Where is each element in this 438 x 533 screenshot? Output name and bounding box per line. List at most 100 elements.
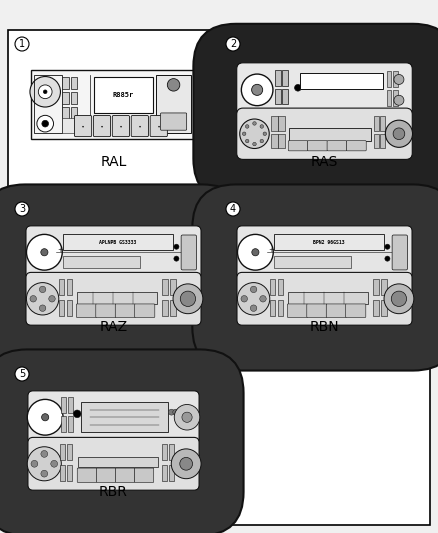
FancyBboxPatch shape [76, 304, 96, 318]
FancyBboxPatch shape [0, 184, 246, 370]
Bar [275, 70, 281, 86]
FancyBboxPatch shape [288, 141, 308, 151]
FancyBboxPatch shape [0, 350, 244, 533]
Bar [279, 134, 285, 149]
Circle shape [245, 139, 249, 143]
Circle shape [385, 120, 413, 147]
Bar [63, 234, 173, 250]
Circle shape [15, 202, 29, 216]
Bar [373, 300, 379, 316]
Circle shape [171, 449, 201, 479]
Bar [288, 292, 368, 304]
Text: RAS: RAS [311, 155, 338, 169]
FancyBboxPatch shape [26, 272, 201, 325]
FancyBboxPatch shape [237, 63, 412, 117]
Text: R885r: R885r [113, 92, 134, 98]
Bar [63, 256, 140, 268]
Circle shape [42, 120, 49, 127]
FancyBboxPatch shape [160, 113, 187, 130]
FancyBboxPatch shape [115, 468, 134, 482]
Bar [373, 279, 379, 295]
Circle shape [253, 142, 256, 146]
Circle shape [260, 139, 264, 143]
Bar [386, 71, 392, 87]
Text: APLNPB GS3333: APLNPB GS3333 [99, 239, 137, 245]
Bar [271, 134, 278, 149]
Text: ▾: ▾ [101, 124, 103, 128]
Circle shape [26, 235, 62, 270]
Text: ▾: ▾ [82, 124, 84, 128]
Bar [274, 256, 351, 268]
Bar [269, 279, 276, 295]
Circle shape [177, 409, 183, 415]
Circle shape [226, 37, 240, 51]
Text: +: + [268, 247, 274, 253]
Circle shape [253, 122, 256, 125]
Circle shape [237, 235, 273, 270]
Circle shape [180, 457, 193, 470]
Circle shape [30, 77, 60, 107]
Bar [63, 107, 69, 119]
Circle shape [180, 291, 196, 306]
FancyBboxPatch shape [131, 116, 148, 136]
FancyBboxPatch shape [74, 116, 92, 136]
Bar [71, 107, 77, 119]
FancyBboxPatch shape [346, 141, 366, 151]
Circle shape [260, 296, 266, 302]
Text: 2: 2 [230, 39, 236, 49]
Bar [380, 116, 385, 131]
Bar [63, 92, 69, 104]
Bar [169, 444, 174, 461]
Circle shape [385, 256, 390, 261]
Circle shape [30, 296, 36, 302]
FancyBboxPatch shape [307, 304, 327, 318]
FancyBboxPatch shape [28, 438, 199, 490]
Text: +: + [57, 247, 63, 253]
Circle shape [49, 296, 55, 302]
Circle shape [42, 414, 49, 421]
FancyBboxPatch shape [237, 226, 412, 279]
FancyBboxPatch shape [112, 116, 130, 136]
FancyBboxPatch shape [392, 235, 407, 270]
Circle shape [39, 85, 52, 99]
Text: BPN2 96GS13: BPN2 96GS13 [313, 239, 345, 245]
Bar [374, 116, 379, 131]
FancyBboxPatch shape [77, 468, 96, 482]
Bar [282, 88, 288, 104]
Circle shape [43, 90, 47, 94]
Bar [380, 134, 385, 149]
Circle shape [37, 115, 53, 132]
Bar [162, 279, 168, 295]
FancyBboxPatch shape [287, 304, 307, 318]
Circle shape [394, 75, 404, 84]
Circle shape [182, 412, 192, 422]
Bar [31, 70, 196, 139]
Circle shape [240, 119, 269, 149]
Bar [60, 444, 65, 461]
Circle shape [39, 305, 46, 311]
Circle shape [394, 95, 404, 105]
FancyBboxPatch shape [192, 184, 438, 370]
Bar [81, 402, 168, 432]
Circle shape [295, 84, 301, 91]
Bar [67, 416, 73, 432]
Text: 1: 1 [19, 39, 25, 49]
Text: 4: 4 [230, 204, 236, 214]
Bar [381, 300, 387, 316]
Bar [63, 77, 69, 89]
Circle shape [241, 74, 273, 106]
FancyBboxPatch shape [193, 24, 438, 201]
FancyBboxPatch shape [115, 304, 135, 318]
Circle shape [174, 256, 179, 261]
Circle shape [174, 244, 179, 249]
FancyBboxPatch shape [326, 304, 346, 318]
FancyBboxPatch shape [150, 116, 167, 136]
Circle shape [263, 132, 267, 135]
Bar [67, 444, 72, 461]
Bar [156, 75, 191, 133]
Bar [67, 465, 72, 481]
Circle shape [251, 84, 263, 95]
Bar [274, 234, 384, 250]
Text: RBR: RBR [99, 485, 128, 499]
FancyBboxPatch shape [346, 304, 366, 318]
